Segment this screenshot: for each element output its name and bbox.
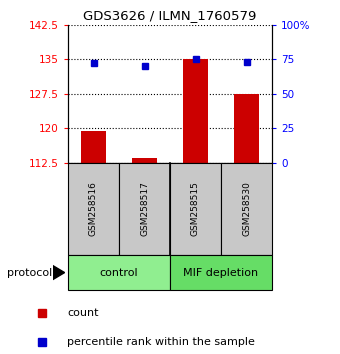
Text: protocol: protocol [7,268,52,278]
Bar [183,59,208,163]
Text: percentile rank within the sample: percentile rank within the sample [67,337,255,347]
Text: GSM258530: GSM258530 [242,181,251,236]
Text: control: control [100,268,138,278]
Bar [81,131,106,163]
Text: count: count [67,308,99,318]
Bar [68,255,170,290]
Bar [221,163,272,255]
Bar [68,163,119,255]
Text: GSM258516: GSM258516 [89,181,98,236]
Polygon shape [53,266,65,280]
Bar [119,163,170,255]
Text: GSM258517: GSM258517 [140,181,149,236]
Bar [234,94,259,163]
Text: MIF depletion: MIF depletion [184,268,258,278]
Bar [132,158,157,163]
Bar [170,255,272,290]
Bar [170,163,221,255]
Text: GSM258515: GSM258515 [191,181,200,236]
Title: GDS3626 / ILMN_1760579: GDS3626 / ILMN_1760579 [83,9,257,22]
